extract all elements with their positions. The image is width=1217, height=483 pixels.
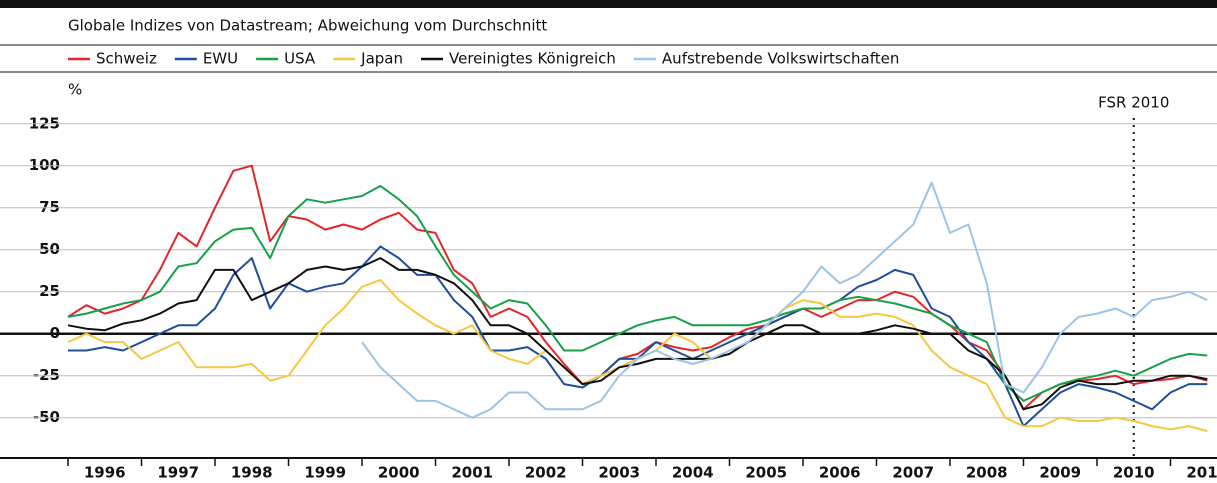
legend-label: Vereinigtes Königreich bbox=[449, 50, 616, 68]
x-tick-label: 2005 bbox=[745, 464, 787, 482]
legend-label: EWU bbox=[203, 50, 238, 68]
series-line bbox=[68, 245, 1208, 428]
x-tick-label: 2009 bbox=[1039, 464, 1081, 482]
series-line bbox=[67, 257, 1208, 411]
x-tick-label: 2003 bbox=[598, 464, 640, 482]
series-line bbox=[67, 279, 1208, 433]
legend-label: Schweiz bbox=[96, 50, 157, 68]
series-line bbox=[361, 181, 1208, 419]
x-tick-label: 2011 bbox=[1186, 464, 1217, 482]
x-tick-label: 1998 bbox=[231, 464, 273, 482]
series-line bbox=[67, 164, 1208, 411]
series-line bbox=[67, 184, 1208, 402]
legend-label: Aufstrebende Volkswirtschaften bbox=[662, 50, 899, 68]
x-tick-label: 2001 bbox=[451, 464, 493, 482]
x-tick-label: 2007 bbox=[892, 464, 934, 482]
x-tick-label: 2008 bbox=[966, 464, 1008, 482]
legend: Schweiz EWU USA Japan Vereinigtes Königreich… bbox=[68, 50, 899, 68]
x-tick-label: 2000 bbox=[378, 464, 420, 482]
x-tick-label: 1999 bbox=[304, 464, 346, 482]
x-tick-label: 2002 bbox=[525, 464, 567, 482]
x-tick-label: 1997 bbox=[157, 464, 199, 482]
x-tick-label: 1996 bbox=[84, 464, 126, 482]
legend-label: Japan bbox=[360, 50, 403, 68]
chart-subtitle: Globale Indizes von Datastream; Abweichu… bbox=[68, 17, 547, 35]
legend-label: USA bbox=[284, 50, 316, 68]
x-tick-label: 2004 bbox=[672, 464, 714, 482]
x-tick-label: 2010 bbox=[1113, 464, 1155, 482]
y-axis-label: % bbox=[68, 81, 82, 99]
x-tick-label: 2006 bbox=[819, 464, 861, 482]
top-bar bbox=[0, 0, 1217, 8]
annotation-label: FSR 2010 bbox=[1098, 94, 1169, 112]
